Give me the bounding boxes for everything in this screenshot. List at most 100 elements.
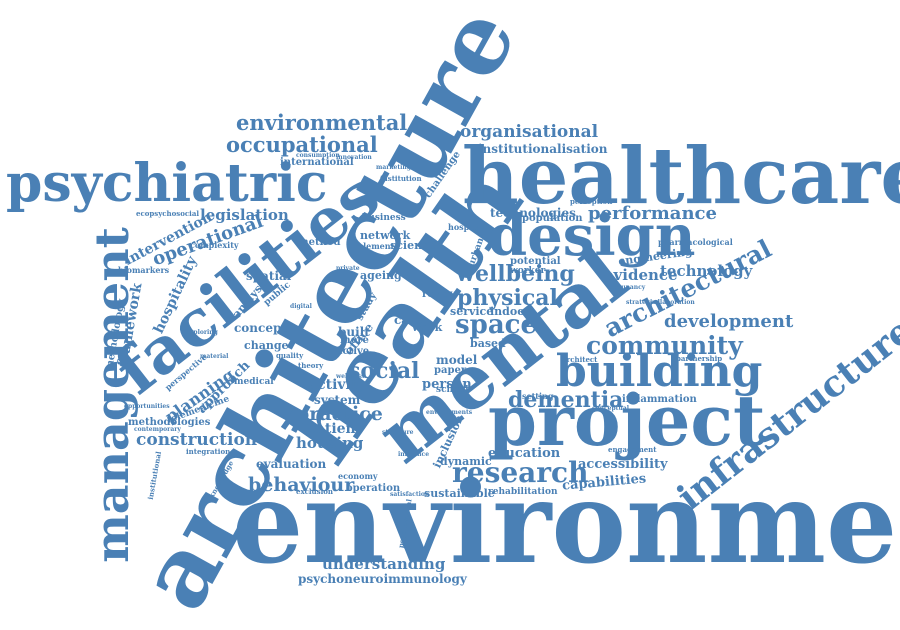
word-physical: physical xyxy=(457,285,558,311)
word-project: project xyxy=(488,379,766,462)
word-based: based xyxy=(470,337,506,350)
word-construction: construction xyxy=(136,430,258,450)
word-understanding: understanding xyxy=(322,555,446,573)
word-medical: medical xyxy=(234,377,274,387)
word-community: community xyxy=(586,331,743,360)
word-methodologies: methodologies xyxy=(128,417,211,428)
word-pharmacological: pharmacological xyxy=(658,237,733,247)
word-care: care xyxy=(394,313,424,327)
word-evaluation: evaluation xyxy=(256,457,327,471)
word-education: education xyxy=(488,446,561,461)
word-occupancy: occupancy xyxy=(610,284,646,291)
word-service: service xyxy=(450,305,494,318)
word-indoor: indoor xyxy=(490,305,531,318)
word-occupational: occupational xyxy=(226,132,378,157)
word-change: change xyxy=(244,339,289,352)
word-activity: activity xyxy=(308,377,366,393)
word-paper: paper xyxy=(434,365,467,376)
word-environmental: environmental xyxy=(236,110,408,135)
word-ecopsychosocial: ecopsychosocial xyxy=(136,209,200,218)
word-work: work xyxy=(412,321,443,334)
word-development: development xyxy=(664,311,794,332)
word-space: space xyxy=(455,310,538,340)
word-spatial: spatial xyxy=(246,269,292,283)
word-complexity: complexity xyxy=(190,240,239,250)
word-biomarkers: biomarkers xyxy=(118,265,170,275)
word-design: design xyxy=(488,203,696,269)
word-management: management xyxy=(84,227,139,563)
word-digital: digital xyxy=(290,303,312,310)
word-housing: housing xyxy=(296,434,364,452)
word-institutionalisation: institutionalisation xyxy=(478,142,608,156)
word-built: built xyxy=(338,325,370,339)
word-marketing: marketing xyxy=(376,164,411,171)
word-perception: perception xyxy=(570,197,613,206)
word-concept: concept xyxy=(234,321,287,335)
word-dementia: dementia xyxy=(508,387,624,413)
word-legislation: legislation xyxy=(200,206,289,224)
word-element: element xyxy=(358,241,395,251)
word-satisfaction: satisfaction xyxy=(390,491,430,498)
word-person: person xyxy=(422,377,472,392)
word-theory: theory xyxy=(298,361,324,370)
word-method: method xyxy=(298,237,341,248)
word-hospital: hospital xyxy=(448,222,485,232)
word-opportunities: opportunities xyxy=(124,403,170,410)
word-research: research xyxy=(452,456,589,489)
word-model: model xyxy=(436,353,478,367)
word-exclusion: exclusion xyxy=(296,487,333,496)
word-quality: quality xyxy=(276,351,304,360)
word-more: more xyxy=(340,335,369,346)
word-collaboration: collaboration xyxy=(650,299,695,306)
word-international: international xyxy=(280,157,354,168)
word-institution: institution xyxy=(380,174,422,183)
word-system: system xyxy=(314,393,361,407)
word-healthcare: healthcare xyxy=(462,131,900,222)
word-evidence: evidence xyxy=(604,266,678,284)
word-business: business xyxy=(362,213,406,223)
word-worker: worker xyxy=(510,266,546,276)
word-ageing: ageing xyxy=(360,269,402,282)
word-wellbeing: wellbeing xyxy=(456,261,575,287)
word-potential: potential xyxy=(510,256,561,267)
word-inflammation: inflammation xyxy=(622,394,697,405)
word-accessibility: accessibility xyxy=(578,457,668,472)
word-dynamic: dynamic xyxy=(440,455,492,468)
word-practice: practice xyxy=(296,403,383,425)
word-engagement: engagement xyxy=(608,445,657,454)
word-active: active xyxy=(336,346,370,357)
word-network: network xyxy=(360,229,411,242)
word-contemporary: contemporary xyxy=(134,426,181,433)
word-setting: setting xyxy=(522,391,554,401)
word-material: material xyxy=(200,353,229,360)
word-consumption: consumption xyxy=(296,152,340,159)
word-sustainable: sustainable xyxy=(424,487,495,500)
word-science: science xyxy=(390,239,436,252)
word-innovation: innovation xyxy=(336,154,372,161)
word-partnership: partnership xyxy=(676,354,723,363)
word-behaviour: behaviour xyxy=(248,474,355,496)
word-technology: technology xyxy=(660,262,753,280)
word-environments: environments xyxy=(426,409,473,416)
word-economy: economy xyxy=(338,471,378,481)
word-technologies: technologies xyxy=(490,206,576,220)
word-performance: performance xyxy=(588,203,717,224)
word-rehabilitation: rehabilitation xyxy=(488,487,558,497)
word-review: review xyxy=(422,289,459,300)
word-exploring: exploring xyxy=(186,329,218,336)
word-influence: influence xyxy=(398,451,430,458)
word-psychiatric: psychiatric xyxy=(6,153,328,214)
word-population: population xyxy=(522,213,583,224)
word-psychoneuroimmunology: psychoneuroimmunology xyxy=(298,572,467,586)
word-structure: structure xyxy=(382,429,414,436)
word-private: private xyxy=(336,265,360,272)
word-operation: operation xyxy=(346,483,401,494)
word-integration: integration xyxy=(186,447,231,456)
word-wellness: wellness xyxy=(336,373,365,380)
word-building: building xyxy=(556,346,763,397)
word-social: social xyxy=(348,358,420,384)
word-school: school xyxy=(436,385,469,395)
word-architect: architect xyxy=(562,355,598,364)
word-strategies: strategies xyxy=(626,299,660,306)
